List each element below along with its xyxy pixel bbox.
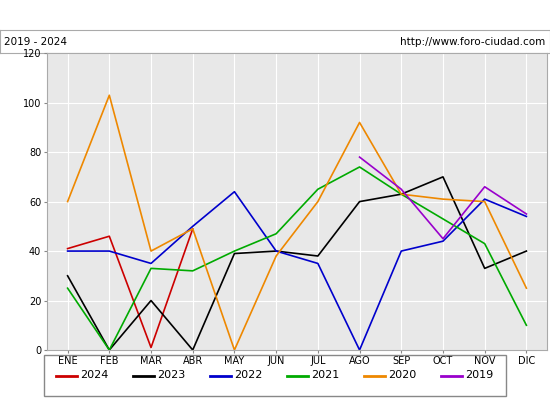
- Text: http://www.foro-ciudad.com: http://www.foro-ciudad.com: [400, 37, 546, 47]
- Text: 2024: 2024: [80, 370, 108, 380]
- Text: Evolucion Nº Turistas Extranjeros en el municipio de Arcas: Evolucion Nº Turistas Extranjeros en el …: [62, 8, 488, 22]
- Text: 2023: 2023: [157, 370, 185, 380]
- Text: 2022: 2022: [234, 370, 262, 380]
- Bar: [44, 355, 506, 396]
- Text: 2019 - 2024: 2019 - 2024: [4, 37, 68, 47]
- Text: 2021: 2021: [311, 370, 339, 380]
- Text: 2020: 2020: [388, 370, 416, 380]
- Text: 2019: 2019: [465, 370, 493, 380]
